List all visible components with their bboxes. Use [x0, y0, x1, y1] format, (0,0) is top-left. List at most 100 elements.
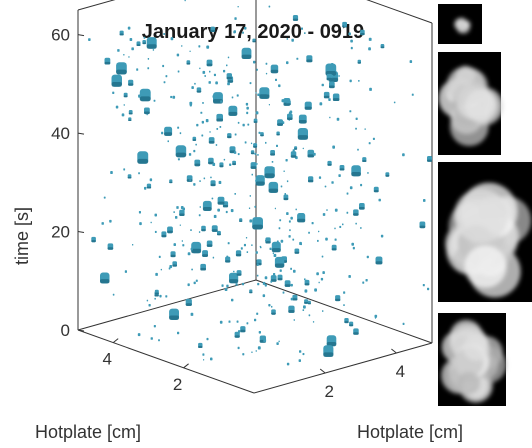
data-point — [244, 26, 247, 30]
data-point — [349, 79, 352, 83]
data-point — [170, 37, 174, 41]
data-point — [255, 251, 258, 254]
data-point — [252, 217, 263, 230]
data-point — [321, 83, 324, 87]
data-point — [205, 119, 209, 123]
data-point — [271, 168, 273, 170]
data-point — [246, 111, 249, 115]
data-point — [193, 281, 196, 285]
data-point — [165, 295, 168, 298]
data-point — [319, 102, 323, 106]
data-point — [280, 239, 284, 243]
data-point — [256, 312, 259, 315]
data-point — [210, 26, 216, 32]
data-point — [307, 300, 311, 305]
data-point — [152, 49, 155, 51]
data-point — [150, 337, 153, 340]
data-point — [204, 75, 206, 77]
data-point — [199, 67, 201, 70]
data-point — [336, 117, 340, 121]
data-point — [148, 304, 151, 307]
data-point — [196, 123, 199, 127]
data-point — [346, 211, 349, 214]
data-point — [276, 342, 279, 345]
data-point — [290, 297, 293, 301]
data-point — [343, 304, 345, 306]
data-point — [257, 346, 261, 350]
data-point — [201, 225, 206, 232]
data-point — [199, 206, 201, 208]
data-point — [189, 103, 192, 107]
data-point — [164, 126, 173, 136]
data-point — [307, 149, 315, 158]
data-point — [91, 236, 96, 243]
data-point — [283, 170, 285, 172]
data-point — [154, 289, 159, 295]
data-point — [289, 229, 291, 232]
z-tick-mark — [77, 34, 85, 37]
data-point — [343, 23, 347, 27]
data-point — [230, 209, 234, 213]
data-point — [256, 263, 259, 266]
data-point — [136, 68, 139, 71]
data-point — [215, 144, 218, 146]
data-point — [272, 252, 274, 254]
data-point — [278, 84, 281, 88]
data-point — [326, 209, 328, 211]
data-point — [260, 132, 264, 137]
data-point — [233, 30, 236, 34]
data-point — [385, 172, 390, 177]
data-point — [265, 141, 267, 144]
data-point — [237, 121, 240, 124]
y-axis-label: Hotplate [cm] — [357, 422, 463, 442]
data-point — [298, 114, 307, 124]
data-point — [213, 73, 216, 77]
data-point — [323, 345, 334, 357]
data-point — [362, 281, 365, 284]
data-point — [193, 149, 196, 153]
data-point — [169, 179, 173, 184]
data-point — [161, 231, 167, 238]
data-point — [147, 58, 150, 60]
data-point — [374, 314, 378, 318]
data-point — [322, 310, 324, 312]
data-point — [115, 105, 119, 109]
particle-image-1 — [438, 4, 482, 44]
data-point — [328, 74, 331, 77]
data-point — [290, 216, 293, 220]
data-point — [335, 295, 341, 302]
data-point — [243, 243, 246, 247]
data-point — [281, 99, 284, 103]
data-point — [268, 181, 279, 193]
data-point — [322, 271, 325, 274]
data-point — [251, 244, 253, 246]
data-point — [331, 181, 334, 184]
data-point — [265, 239, 267, 242]
data-point — [353, 328, 359, 335]
data-point — [200, 263, 206, 271]
data-point — [244, 141, 247, 144]
data-point — [241, 47, 252, 59]
data-point — [360, 227, 362, 229]
data-point — [193, 183, 196, 186]
data-point — [199, 180, 201, 182]
data-point — [255, 350, 257, 352]
data-point — [286, 61, 289, 65]
data-point — [255, 92, 257, 94]
z-tick-mark — [77, 329, 85, 332]
inset-images — [438, 4, 532, 406]
data-point — [132, 244, 134, 246]
data-point — [123, 168, 126, 171]
data-point — [213, 214, 217, 218]
particle-image-2 — [438, 52, 504, 155]
data-point — [271, 241, 281, 253]
data-point — [206, 45, 210, 49]
data-point — [290, 283, 293, 287]
data-point — [200, 111, 203, 114]
data-point — [357, 59, 361, 64]
data-point — [265, 72, 268, 75]
data-point — [297, 128, 308, 140]
data-point — [304, 32, 306, 34]
data-point — [233, 151, 237, 154]
data-point — [158, 255, 161, 258]
